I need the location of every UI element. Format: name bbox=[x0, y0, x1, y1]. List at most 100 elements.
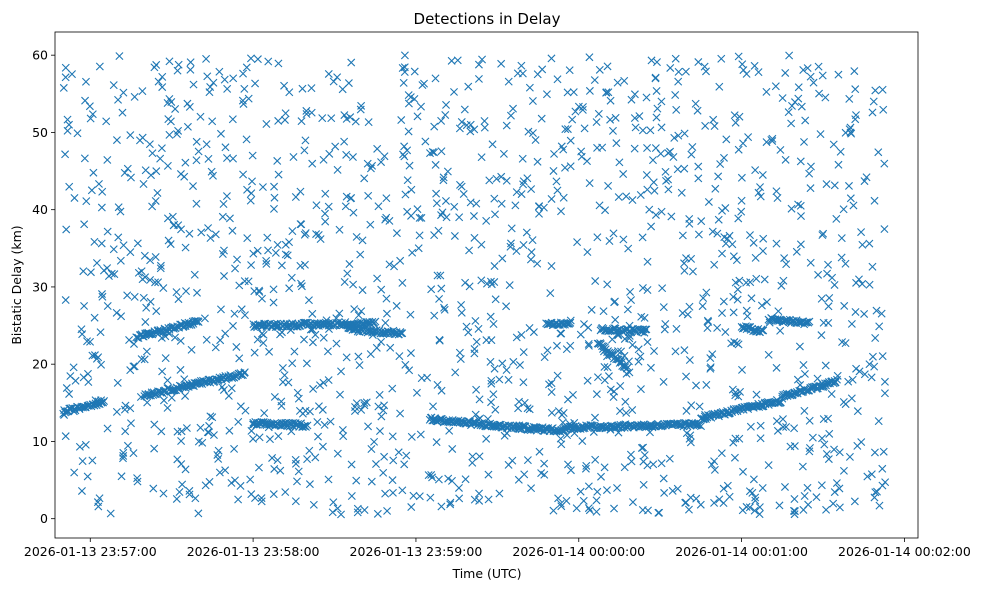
detection-marker bbox=[446, 500, 455, 509]
detection-marker bbox=[192, 137, 201, 146]
detection-marker bbox=[80, 301, 89, 310]
detection-marker bbox=[400, 51, 409, 60]
detection-marker bbox=[803, 483, 812, 492]
detection-marker bbox=[157, 427, 166, 436]
detection-marker bbox=[434, 226, 443, 235]
detection-marker bbox=[834, 70, 843, 79]
detection-marker bbox=[832, 214, 841, 223]
detection-marker bbox=[273, 156, 282, 165]
detection-marker bbox=[815, 89, 824, 98]
detection-marker bbox=[875, 501, 884, 510]
detection-marker bbox=[731, 118, 740, 127]
detection-marker bbox=[402, 451, 411, 460]
detection-marker bbox=[474, 60, 483, 69]
detection-marker bbox=[646, 126, 655, 135]
detection-marker bbox=[94, 502, 103, 511]
detection-marker bbox=[432, 199, 441, 208]
detection-marker bbox=[445, 426, 454, 435]
detection-marker bbox=[308, 338, 317, 347]
detection-marker bbox=[431, 160, 440, 169]
detection-marker bbox=[92, 259, 101, 267]
detection-marker bbox=[549, 166, 558, 175]
detection-marker bbox=[806, 258, 815, 267]
detection-marker bbox=[707, 460, 716, 469]
detection-marker bbox=[209, 431, 218, 440]
detection-marker bbox=[484, 495, 493, 504]
detection-marker bbox=[688, 143, 697, 152]
detection-marker bbox=[785, 51, 794, 60]
detection-marker bbox=[163, 99, 172, 107]
detection-marker bbox=[236, 402, 245, 411]
detection-marker bbox=[174, 295, 183, 304]
detection-marker bbox=[694, 58, 703, 67]
detection-marker bbox=[291, 497, 300, 506]
detection-marker bbox=[176, 170, 185, 179]
detection-marker bbox=[126, 248, 135, 257]
detection-marker bbox=[710, 122, 719, 131]
detection-marker bbox=[297, 279, 305, 288]
detection-marker bbox=[751, 253, 760, 262]
detection-marker bbox=[818, 231, 827, 240]
detection-marker bbox=[682, 429, 691, 438]
detection-marker bbox=[620, 76, 629, 85]
detection-marker bbox=[851, 85, 860, 94]
detection-marker bbox=[416, 430, 425, 439]
detection-marker bbox=[428, 147, 437, 156]
detection-marker bbox=[858, 240, 867, 249]
detection-marker bbox=[833, 375, 841, 384]
detection-marker bbox=[477, 276, 486, 285]
detection-marker bbox=[247, 426, 256, 435]
detection-marker bbox=[61, 296, 70, 305]
detection-marker bbox=[277, 397, 286, 406]
detection-marker bbox=[486, 312, 495, 321]
detection-marker bbox=[377, 158, 386, 167]
detection-marker bbox=[430, 311, 439, 320]
detection-marker bbox=[340, 137, 349, 146]
detection-marker bbox=[305, 446, 314, 455]
detection-marker bbox=[643, 338, 652, 347]
detection-marker bbox=[563, 125, 572, 134]
detection-marker bbox=[373, 144, 382, 153]
detection-marker bbox=[132, 333, 141, 342]
detection-marker bbox=[474, 74, 483, 83]
detection-marker bbox=[850, 67, 859, 76]
detection-marker bbox=[818, 71, 827, 80]
detection-marker bbox=[750, 506, 759, 515]
detection-marker bbox=[772, 363, 781, 372]
detection-marker bbox=[717, 54, 726, 63]
detection-marker bbox=[685, 355, 694, 364]
detection-marker bbox=[830, 488, 839, 497]
detection-marker bbox=[526, 255, 535, 264]
detection-marker bbox=[360, 398, 369, 407]
detection-marker bbox=[103, 264, 112, 273]
detection-marker bbox=[487, 376, 496, 385]
detection-marker bbox=[486, 357, 495, 366]
detection-marker bbox=[639, 457, 648, 466]
detection-marker bbox=[528, 236, 537, 245]
detection-marker bbox=[117, 312, 126, 321]
detection-marker bbox=[643, 286, 652, 295]
detection-marker bbox=[192, 199, 201, 208]
detection-marker bbox=[871, 488, 880, 497]
detection-marker bbox=[545, 380, 553, 389]
detection-marker bbox=[159, 489, 168, 498]
detection-marker bbox=[805, 169, 814, 178]
detection-marker bbox=[640, 451, 649, 460]
detection-marker bbox=[284, 378, 293, 387]
detection-marker bbox=[653, 104, 662, 113]
detection-marker bbox=[403, 207, 412, 216]
detection-marker bbox=[657, 97, 666, 106]
detection-marker bbox=[477, 240, 486, 249]
detection-marker bbox=[488, 140, 497, 149]
detection-marker bbox=[443, 167, 452, 176]
detection-marker bbox=[112, 407, 121, 416]
detection-marker bbox=[397, 329, 406, 338]
detection-marker bbox=[518, 69, 527, 78]
detection-marker bbox=[182, 424, 191, 433]
detection-marker bbox=[114, 95, 123, 104]
detection-marker bbox=[630, 144, 639, 153]
detection-marker bbox=[400, 67, 409, 76]
detection-marker bbox=[794, 83, 803, 92]
detection-marker bbox=[566, 136, 575, 145]
detection-marker bbox=[399, 78, 408, 87]
